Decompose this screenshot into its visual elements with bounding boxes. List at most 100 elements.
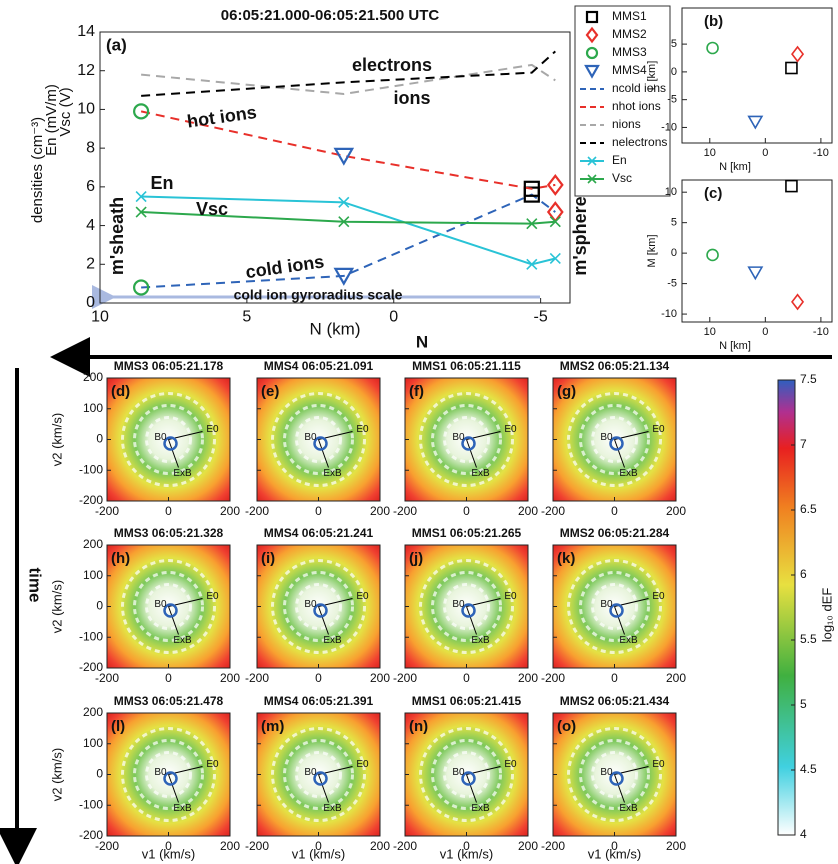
x-tick-label: 200	[666, 504, 686, 518]
marker-diamond	[546, 174, 564, 196]
ring	[283, 571, 354, 642]
distribution-panel: B0 E0 ExB (i) MMS4 06:05:21.241 -200 0 200	[245, 526, 390, 685]
legend-label: nhot ions	[612, 99, 661, 113]
vector-label: E0	[356, 424, 369, 435]
colorbar-tick-label: 5	[800, 697, 807, 711]
y-tick-label: 0	[96, 599, 103, 613]
panel-label: (f)	[409, 383, 424, 400]
vector	[318, 774, 329, 803]
legend-label: MMS2	[612, 27, 647, 41]
ring	[443, 751, 490, 798]
ion-circle	[609, 771, 624, 786]
plot-frame	[99, 31, 571, 304]
panel-title: MMS1 06:05:21.115	[412, 359, 521, 373]
y-tick-label: 0	[671, 247, 677, 259]
x-axis-label: v1 (km/s)	[440, 846, 493, 861]
marker-circle	[133, 279, 150, 296]
vector-label: B0	[304, 432, 317, 443]
panel-title: MMS4 06:05:21.241	[264, 526, 374, 540]
legend-marker	[585, 26, 599, 44]
panel-label: (n)	[409, 718, 428, 735]
panel-title: MMS3 06:05:21.328	[114, 526, 224, 540]
marker-square	[785, 61, 798, 75]
vector-label: E0	[356, 759, 369, 770]
y-tick-label: 8	[86, 139, 95, 156]
x-tick-label: -200	[393, 671, 417, 685]
marker-x	[338, 196, 350, 208]
ring	[443, 583, 490, 630]
y-axis-label: M [km]	[646, 235, 658, 268]
panel-title: MMS3 06:05:21.478	[114, 694, 224, 708]
panel-label: (m)	[261, 718, 284, 735]
x-tick-label: 0	[165, 839, 172, 853]
y-axis-label: Vsc (V)	[57, 87, 74, 136]
x-axis-label: v1 (km/s)	[588, 846, 641, 861]
x-tick-label: 0	[165, 671, 172, 685]
distribution-panel: B0 E0 ExB (e) MMS4 06:05:21.091 -200 0 200	[245, 359, 390, 518]
x-axis-label: N [km]	[719, 161, 751, 173]
vector-label: ExB	[471, 468, 490, 479]
ring	[145, 416, 192, 463]
ion-circle	[461, 436, 476, 451]
y-tick-label: 2	[86, 256, 95, 273]
panel-label: (j)	[409, 550, 423, 567]
annotation: cold ion gyroradius scale	[234, 287, 403, 303]
x-tick-label: 10	[91, 309, 109, 326]
distribution-panel: B0 E0 ExB (j) MMS1 06:05:21.265 -200 0 200	[393, 526, 538, 685]
vector-label: ExB	[173, 803, 192, 814]
marker-x	[526, 258, 538, 270]
x-tick-label: -10	[813, 326, 829, 338]
colorbar-tick-label: 6	[800, 567, 807, 581]
x-tick-label: 200	[370, 671, 390, 685]
panel-label: (o)	[557, 718, 576, 735]
x-tick-label: 0	[611, 671, 618, 685]
y-tick-label: 6	[86, 178, 95, 195]
ring	[145, 751, 192, 798]
ring	[133, 571, 204, 642]
panel-label: (a)	[106, 35, 127, 54]
colorbar-tick-label: 7	[800, 437, 807, 451]
colorbar-tick-label: 7.5	[800, 372, 817, 386]
ring	[271, 727, 366, 822]
ion-circle	[609, 436, 624, 451]
legend-label: MMS3	[612, 45, 647, 59]
x-tick-label: 200	[518, 504, 538, 518]
x-tick-label: -200	[245, 504, 269, 518]
x-tick-label: 200	[666, 671, 686, 685]
colorbar-tick-label: 4.5	[800, 762, 817, 776]
x-axis-label: N [km]	[719, 340, 751, 352]
x-tick-label: -200	[245, 671, 269, 685]
marker-circle	[133, 103, 150, 120]
ring	[121, 392, 216, 487]
colorbar	[777, 379, 796, 836]
ion-circle	[313, 603, 328, 618]
y-axis-label: v2 (km/s)	[49, 413, 64, 466]
vector-label: ExB	[323, 803, 342, 814]
x-tick-label: 200	[666, 839, 686, 853]
ion-circle	[609, 603, 624, 618]
panel-title: MMS1 06:05:21.265	[412, 526, 522, 540]
x-tick-label: -200	[541, 504, 565, 518]
x-tick-label: 200	[370, 839, 390, 853]
legend-marker	[585, 46, 599, 60]
vector	[614, 439, 625, 468]
marker-diamond	[791, 293, 805, 311]
vector	[168, 439, 179, 468]
x-tick-label: 0	[611, 839, 618, 853]
marker-triangle	[333, 147, 355, 166]
x-axis-label: v1 (km/s)	[292, 846, 345, 861]
x-tick-label: 0	[463, 504, 470, 518]
x-tick-label: 0	[463, 671, 470, 685]
x-tick-label: 200	[220, 504, 240, 518]
legend-label: MMS1	[612, 9, 647, 23]
legend-label: Vsc	[612, 171, 632, 185]
panel-label: (l)	[111, 718, 125, 735]
ring	[567, 559, 662, 654]
ring	[431, 739, 502, 810]
ring	[419, 727, 514, 822]
ring	[295, 416, 342, 463]
x-tick-label: 0	[389, 309, 398, 326]
vector-label: E0	[504, 591, 517, 602]
marker-triangle	[747, 115, 764, 130]
ion-circle	[461, 771, 476, 786]
